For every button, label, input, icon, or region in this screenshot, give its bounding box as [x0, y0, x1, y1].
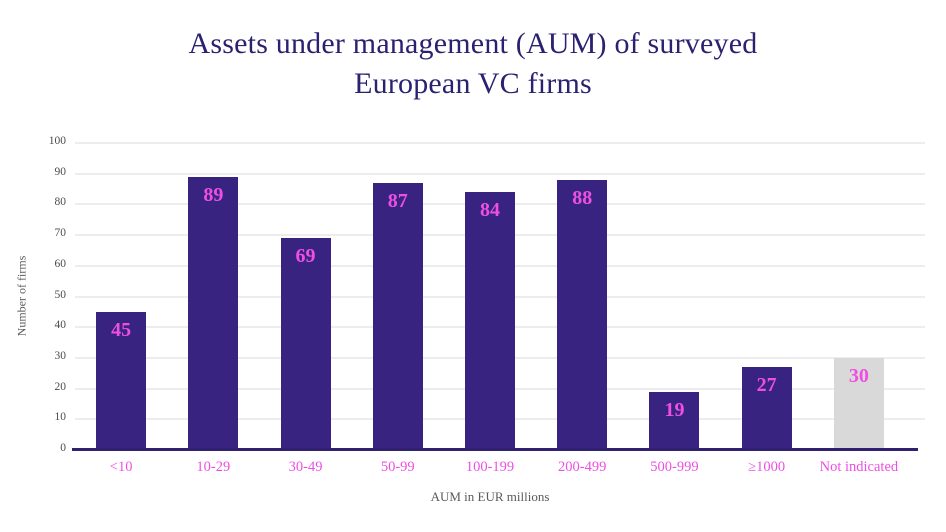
y-tick-label: 50: [54, 288, 67, 301]
bar-value-label: 19: [664, 399, 685, 421]
y-tick-label: 20: [54, 380, 67, 393]
y-tick-label: 60: [54, 257, 67, 270]
y-tick-label: 80: [54, 196, 67, 209]
bar-value-label: 89: [203, 184, 224, 206]
bar: 45: [96, 312, 147, 450]
y-tick-label: 40: [54, 319, 67, 332]
x-tick-label: ≥1000: [748, 459, 786, 475]
chart-title-line1: Assets under management (AUM) of surveye…: [188, 27, 758, 60]
y-tick-label: 70: [54, 227, 67, 240]
y-tick-label: 100: [48, 135, 66, 147]
x-tick-label: 500-999: [650, 459, 699, 475]
gridline: [75, 142, 925, 144]
bar: 30: [833, 358, 884, 450]
bar-value-label: 88: [572, 187, 593, 209]
bar-value-label: 27: [756, 374, 777, 396]
bar: 69: [280, 238, 331, 450]
bar: 89: [188, 177, 239, 450]
y-tick-label: 10: [54, 411, 67, 424]
bar: 88: [557, 180, 608, 450]
x-tick-label: 50-99: [380, 459, 415, 475]
x-axis-line: [72, 448, 918, 451]
bar-value-label: 69: [295, 245, 316, 267]
bar: 19: [649, 392, 700, 450]
y-tick-label: 90: [54, 165, 67, 178]
x-tick-label: Not indicated: [819, 459, 899, 475]
y-tick-label: 0: [60, 442, 66, 454]
y-tick-label: 30: [54, 349, 67, 362]
chart-title-line2: European VC firms: [354, 67, 592, 100]
gridline: [75, 172, 925, 175]
chart-title: Assets under management (AUM) of surveye…: [0, 24, 946, 104]
x-tick-label: 30-49: [288, 459, 323, 475]
bar-value-label: 45: [111, 319, 132, 341]
bar: 27: [741, 367, 792, 450]
bar-value-label: 30: [848, 365, 869, 387]
x-axis-title: AUM in EUR millions: [430, 489, 550, 504]
bar-value-label: 84: [480, 199, 500, 221]
x-tick-label: 200-499: [558, 459, 607, 475]
x-tick-label: 10-29: [196, 459, 231, 475]
x-tick-label: <10: [109, 459, 133, 475]
bar: 87: [372, 183, 423, 450]
x-tick-label: 100-199: [465, 459, 515, 475]
bar: 84: [465, 192, 515, 450]
bar-value-label: 87: [387, 190, 408, 212]
